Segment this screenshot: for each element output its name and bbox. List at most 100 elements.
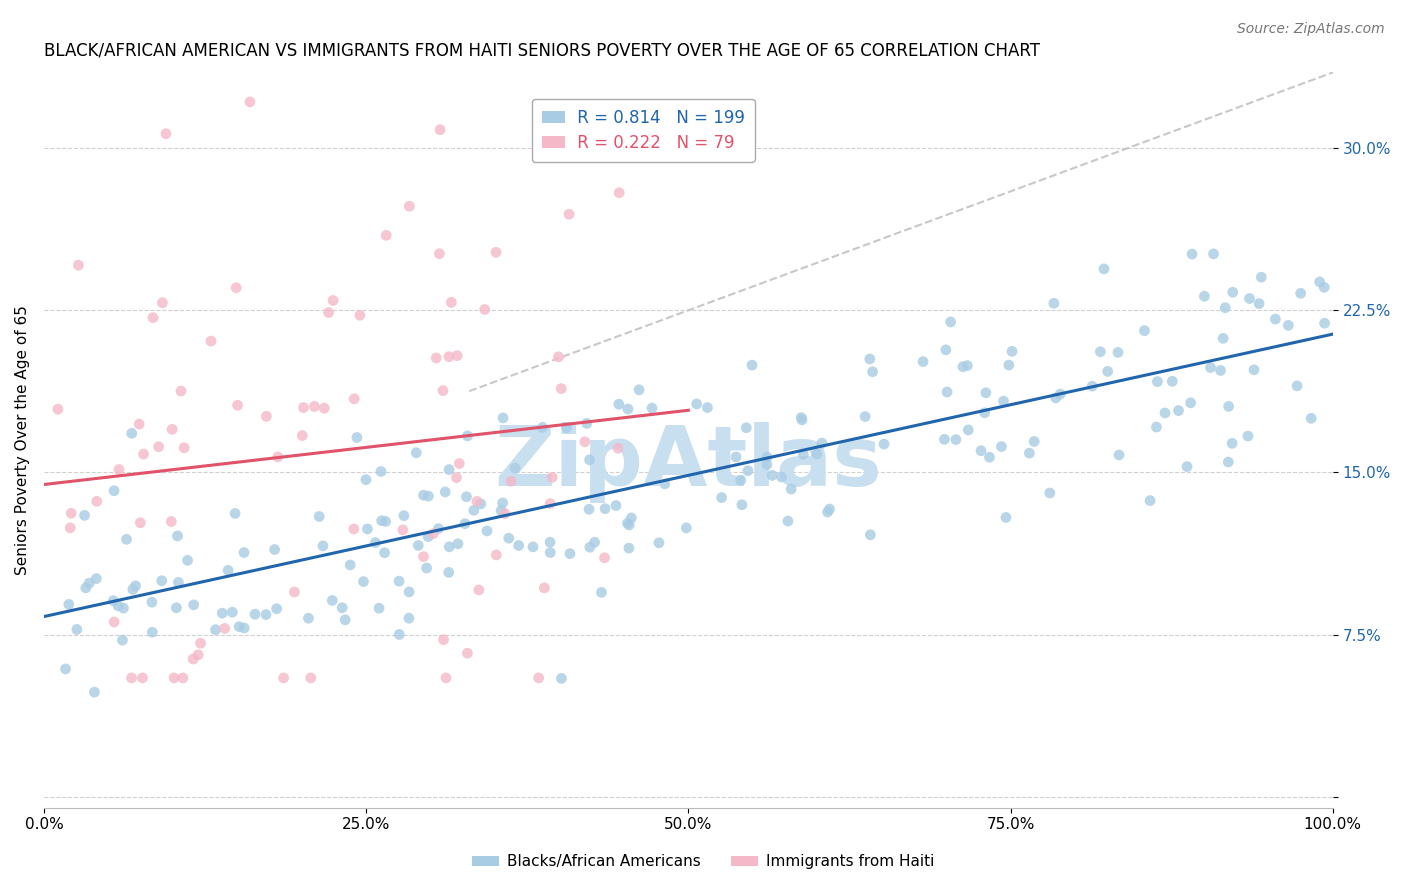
Point (370, 514, 392, 528)
Point (211, 606, 233, 620)
Point (312, 539, 335, 553)
Point (531, 420, 554, 434)
Point (446, 349, 468, 363)
Point (58, 598, 80, 612)
Point (859, 528, 882, 542)
Point (437, 566, 460, 580)
Point (111, 633, 134, 648)
Point (398, 611, 420, 625)
Point (321, 593, 343, 607)
Point (1167, 403, 1189, 417)
Point (405, 446, 427, 460)
Point (283, 585, 305, 599)
Point (994, 510, 1017, 524)
Point (1309, 275, 1331, 289)
Point (353, 574, 375, 589)
Point (308, 509, 330, 524)
Point (406, 538, 429, 552)
Point (173, 441, 195, 455)
Point (1264, 312, 1286, 326)
Point (225, 281, 247, 295)
Point (55, 662, 77, 676)
Point (1220, 436, 1243, 450)
Point (1133, 324, 1156, 338)
Point (818, 502, 841, 516)
Point (957, 423, 980, 437)
Point (945, 433, 967, 447)
Point (970, 443, 993, 458)
Point (973, 406, 995, 420)
Point (398, 199, 420, 213)
Point (434, 671, 457, 685)
Point (370, 465, 392, 479)
Point (485, 548, 508, 562)
Point (374, 515, 396, 529)
Point (498, 531, 520, 545)
Point (1239, 292, 1261, 306)
Point (108, 462, 131, 476)
Point (141, 595, 163, 609)
Point (1139, 493, 1161, 508)
Point (429, 122, 451, 136)
Point (447, 537, 470, 551)
Point (607, 441, 630, 455)
Point (170, 384, 193, 398)
Point (128, 417, 150, 431)
Point (364, 535, 387, 549)
Point (330, 600, 353, 615)
Point (292, 401, 315, 415)
Point (299, 671, 322, 685)
Point (77, 576, 100, 591)
Point (266, 601, 288, 615)
Point (1043, 296, 1066, 310)
Point (112, 601, 135, 615)
Point (446, 471, 468, 485)
Point (1097, 364, 1119, 378)
Point (314, 401, 336, 416)
Point (770, 470, 793, 484)
Point (817, 505, 839, 519)
Point (200, 334, 222, 348)
Point (470, 497, 492, 511)
Point (456, 646, 478, 660)
Point (730, 473, 752, 487)
Point (456, 429, 478, 443)
Point (550, 672, 572, 686)
Point (641, 401, 664, 416)
Point (454, 516, 477, 531)
Point (1277, 318, 1299, 333)
Point (121, 582, 143, 597)
Point (165, 600, 187, 615)
Text: Source: ZipAtlas.com: Source: ZipAtlas.com (1237, 22, 1385, 37)
Point (558, 207, 581, 221)
Point (217, 563, 239, 577)
Point (792, 447, 814, 461)
Point (392, 523, 415, 537)
Point (993, 394, 1015, 409)
Point (388, 574, 411, 589)
Point (228, 620, 250, 634)
Point (755, 458, 778, 472)
Point (335, 613, 357, 627)
Point (103, 615, 125, 629)
Point (226, 398, 249, 412)
Point (527, 671, 550, 685)
Point (1313, 280, 1336, 294)
Point (541, 470, 564, 484)
Point (131, 671, 153, 685)
Point (533, 581, 555, 595)
Point (368, 601, 391, 615)
Point (616, 516, 638, 531)
Point (449, 457, 471, 471)
Point (233, 621, 256, 635)
Point (67, 258, 90, 272)
Point (811, 436, 834, 450)
Point (538, 545, 561, 559)
Point (555, 421, 578, 435)
Point (132, 447, 155, 461)
Point (1146, 420, 1168, 434)
Point (494, 507, 516, 521)
Point (503, 461, 526, 475)
Point (141, 625, 163, 640)
Point (617, 402, 640, 417)
